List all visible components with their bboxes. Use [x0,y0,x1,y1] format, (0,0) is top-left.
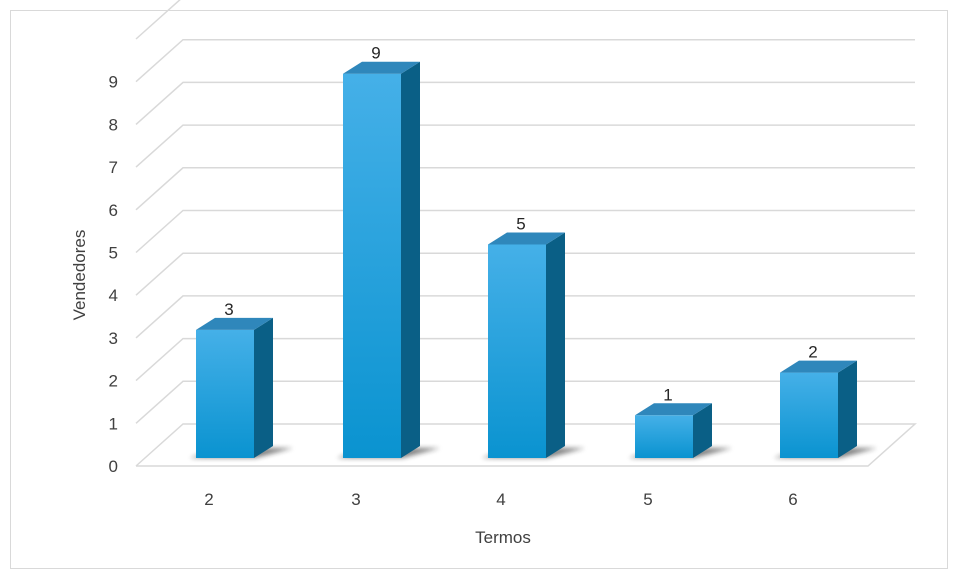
gridline [135,337,915,382]
y-tick-label: 5 [109,244,118,263]
bar-side [546,232,565,458]
data-label: 3 [224,300,233,319]
y-tick-label: 7 [109,158,118,177]
bar [196,329,254,458]
data-label: 2 [808,343,817,362]
chart-frame [10,10,948,569]
floor-gridline [135,423,917,467]
y-axis-title: Vendedores [70,230,89,321]
bar-top [196,317,273,330]
bar [488,244,546,458]
bar-side [838,360,857,458]
gridline [135,209,915,254]
y-tick-label: 2 [109,372,118,391]
y-tick-label: 0 [109,457,118,476]
x-axis-tick-labels: 2 3 4 5 6 [204,490,797,509]
bar-side [693,403,712,458]
bar [343,73,401,458]
gridline [135,252,915,296]
x-tick-label: 2 [204,490,213,509]
y-tick-label: 3 [109,329,118,348]
bar-top [780,360,857,373]
gridline [135,295,915,339]
bar-top [343,61,420,74]
y-tick-label: 4 [109,286,118,305]
gridline [135,380,915,424]
gridline [135,38,915,83]
x-tick-label: 3 [351,490,360,509]
bar-top [488,232,565,245]
bar [780,372,838,458]
x-tick-label: 5 [643,490,652,509]
data-label: 1 [663,385,672,404]
y-axis-tick-labels: 0 1 2 3 4 5 6 7 8 9 [109,73,118,476]
gridline [135,81,915,125]
data-label: 5 [516,215,525,234]
x-tick-label: 6 [788,490,797,509]
x-axis-title: Termos [475,528,531,547]
bar-side [401,61,420,458]
bar [635,415,693,458]
y-tick-label: 9 [109,73,118,92]
y-tick-label: 8 [109,115,118,134]
gridline [135,0,181,40]
bar-top [635,403,712,416]
x-tick-label: 4 [496,490,505,509]
gridline [135,167,915,211]
y-tick-label: 6 [109,201,118,220]
gridlines [135,0,917,467]
y-tick-label: 1 [109,414,118,433]
data-label: 9 [371,44,380,63]
bar-side [254,317,273,458]
bars: 3 9 5 1 2 [190,44,877,458]
gridline [135,124,915,168]
